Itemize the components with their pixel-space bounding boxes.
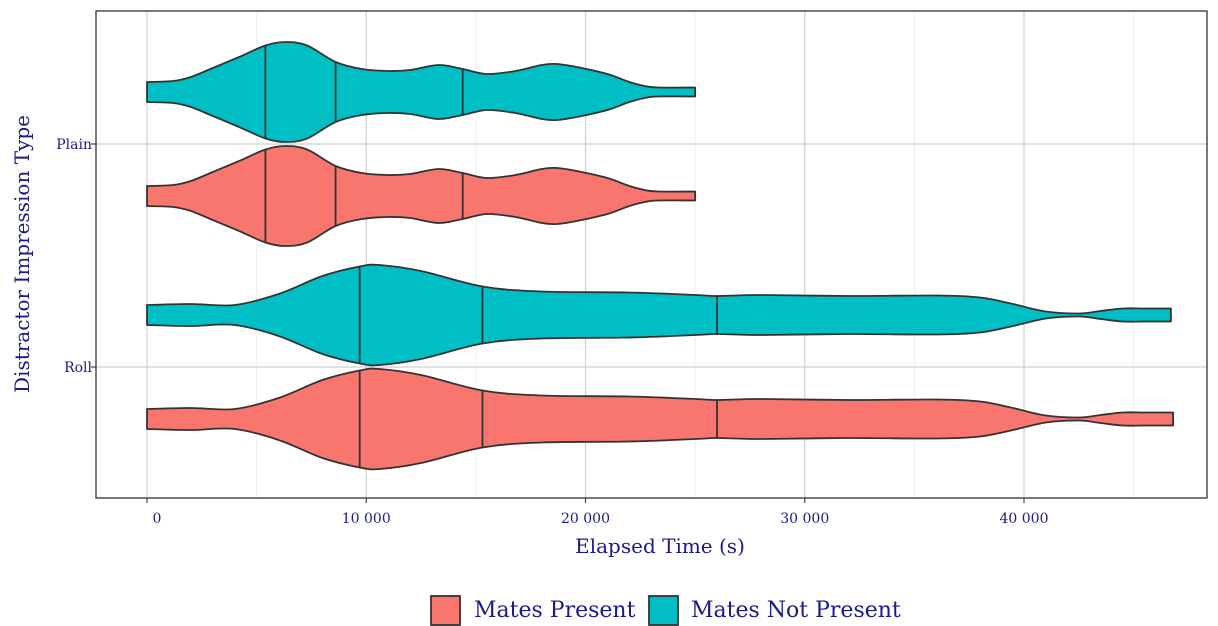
legend-swatch-mates-present (430, 595, 461, 626)
violin-mates-present-roll (146, 367, 1174, 471)
x-tick-label: 0 (153, 511, 162, 527)
legend-label-mates-present: Mates Present (474, 598, 636, 623)
x-axis-title: Elapsed Time (s) (575, 534, 745, 558)
x-tick-label: 40 000 (1000, 511, 1049, 527)
y-tick-label: Plain (56, 137, 92, 153)
x-tick-label: 10 000 (342, 511, 391, 527)
plot-frame (95, 10, 1208, 499)
legend-swatch-mates-not-present (648, 595, 679, 626)
legend-label-mates-not-present: Mates Not Present (691, 598, 901, 623)
violin-mates-present-plain (146, 145, 697, 247)
x-tick-label: 30 000 (780, 511, 829, 527)
violin-mates-not-present-roll (146, 263, 1172, 367)
axes: 0 10 000 20 000 30 000 40 000 Plain Roll (56, 137, 1048, 527)
y-tick-label: Roll (64, 360, 92, 376)
x-tick-label: 20 000 (561, 511, 610, 527)
y-axis-title: Distractor Impression Type (10, 115, 34, 393)
legend: Mates Present Mates Not Present (430, 595, 901, 626)
violin-mates-not-present-plain (146, 41, 697, 143)
violins (146, 41, 1174, 471)
